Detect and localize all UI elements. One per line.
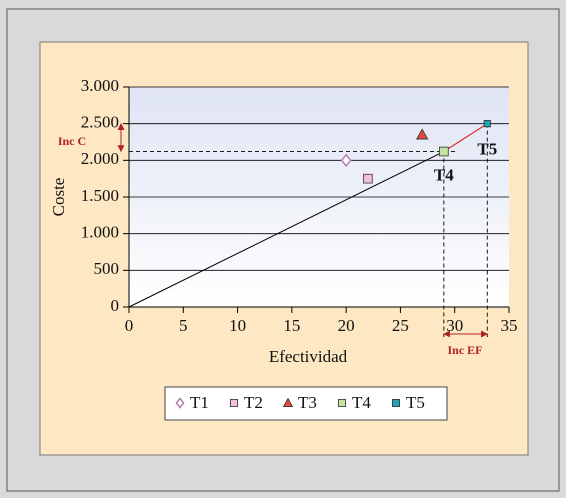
marker (483, 120, 491, 128)
x-tick-label: 20 (338, 316, 355, 335)
y-tick-label: 2.500 (81, 113, 119, 132)
marker (229, 398, 238, 407)
point-label: T5 (477, 140, 497, 159)
x-tick-label: 10 (229, 316, 246, 335)
x-tick-label: 5 (179, 316, 188, 335)
legend-label: T2 (244, 393, 263, 412)
y-tick-label: 500 (94, 259, 120, 278)
legend-label: T4 (352, 393, 371, 412)
y-tick-label: 1.000 (81, 223, 119, 242)
x-tick-label: 15 (283, 316, 300, 335)
x-tick-label: 30 (446, 316, 463, 335)
legend (164, 386, 448, 421)
marker (337, 398, 346, 407)
x-tick-label: 35 (501, 316, 518, 335)
y-tick-label: 0 (111, 296, 120, 315)
y-tick-label: 3.000 (81, 76, 119, 95)
marker (363, 173, 373, 184)
point-label: T4 (434, 165, 454, 184)
legend-label: T5 (406, 393, 425, 412)
increment-line (443, 123, 488, 153)
y-axis-label: Coste (49, 178, 68, 217)
marker (415, 128, 429, 140)
x-axis-label: Efectividad (269, 347, 348, 366)
x-tick-label: 25 (392, 316, 409, 335)
legend-label: T3 (298, 393, 317, 412)
y-tick-label: 2.000 (81, 149, 119, 168)
marker (439, 146, 449, 157)
annotation: Inc C (58, 134, 86, 148)
legend-label: T1 (190, 393, 209, 412)
marker (391, 398, 400, 407)
reference-line (128, 151, 445, 308)
x-tick-label: 0 (125, 316, 134, 335)
marker (340, 153, 352, 168)
marker (175, 397, 185, 409)
marker (282, 397, 294, 408)
y-tick-label: 1.500 (81, 186, 119, 205)
annotation: Inc EF (447, 343, 482, 357)
